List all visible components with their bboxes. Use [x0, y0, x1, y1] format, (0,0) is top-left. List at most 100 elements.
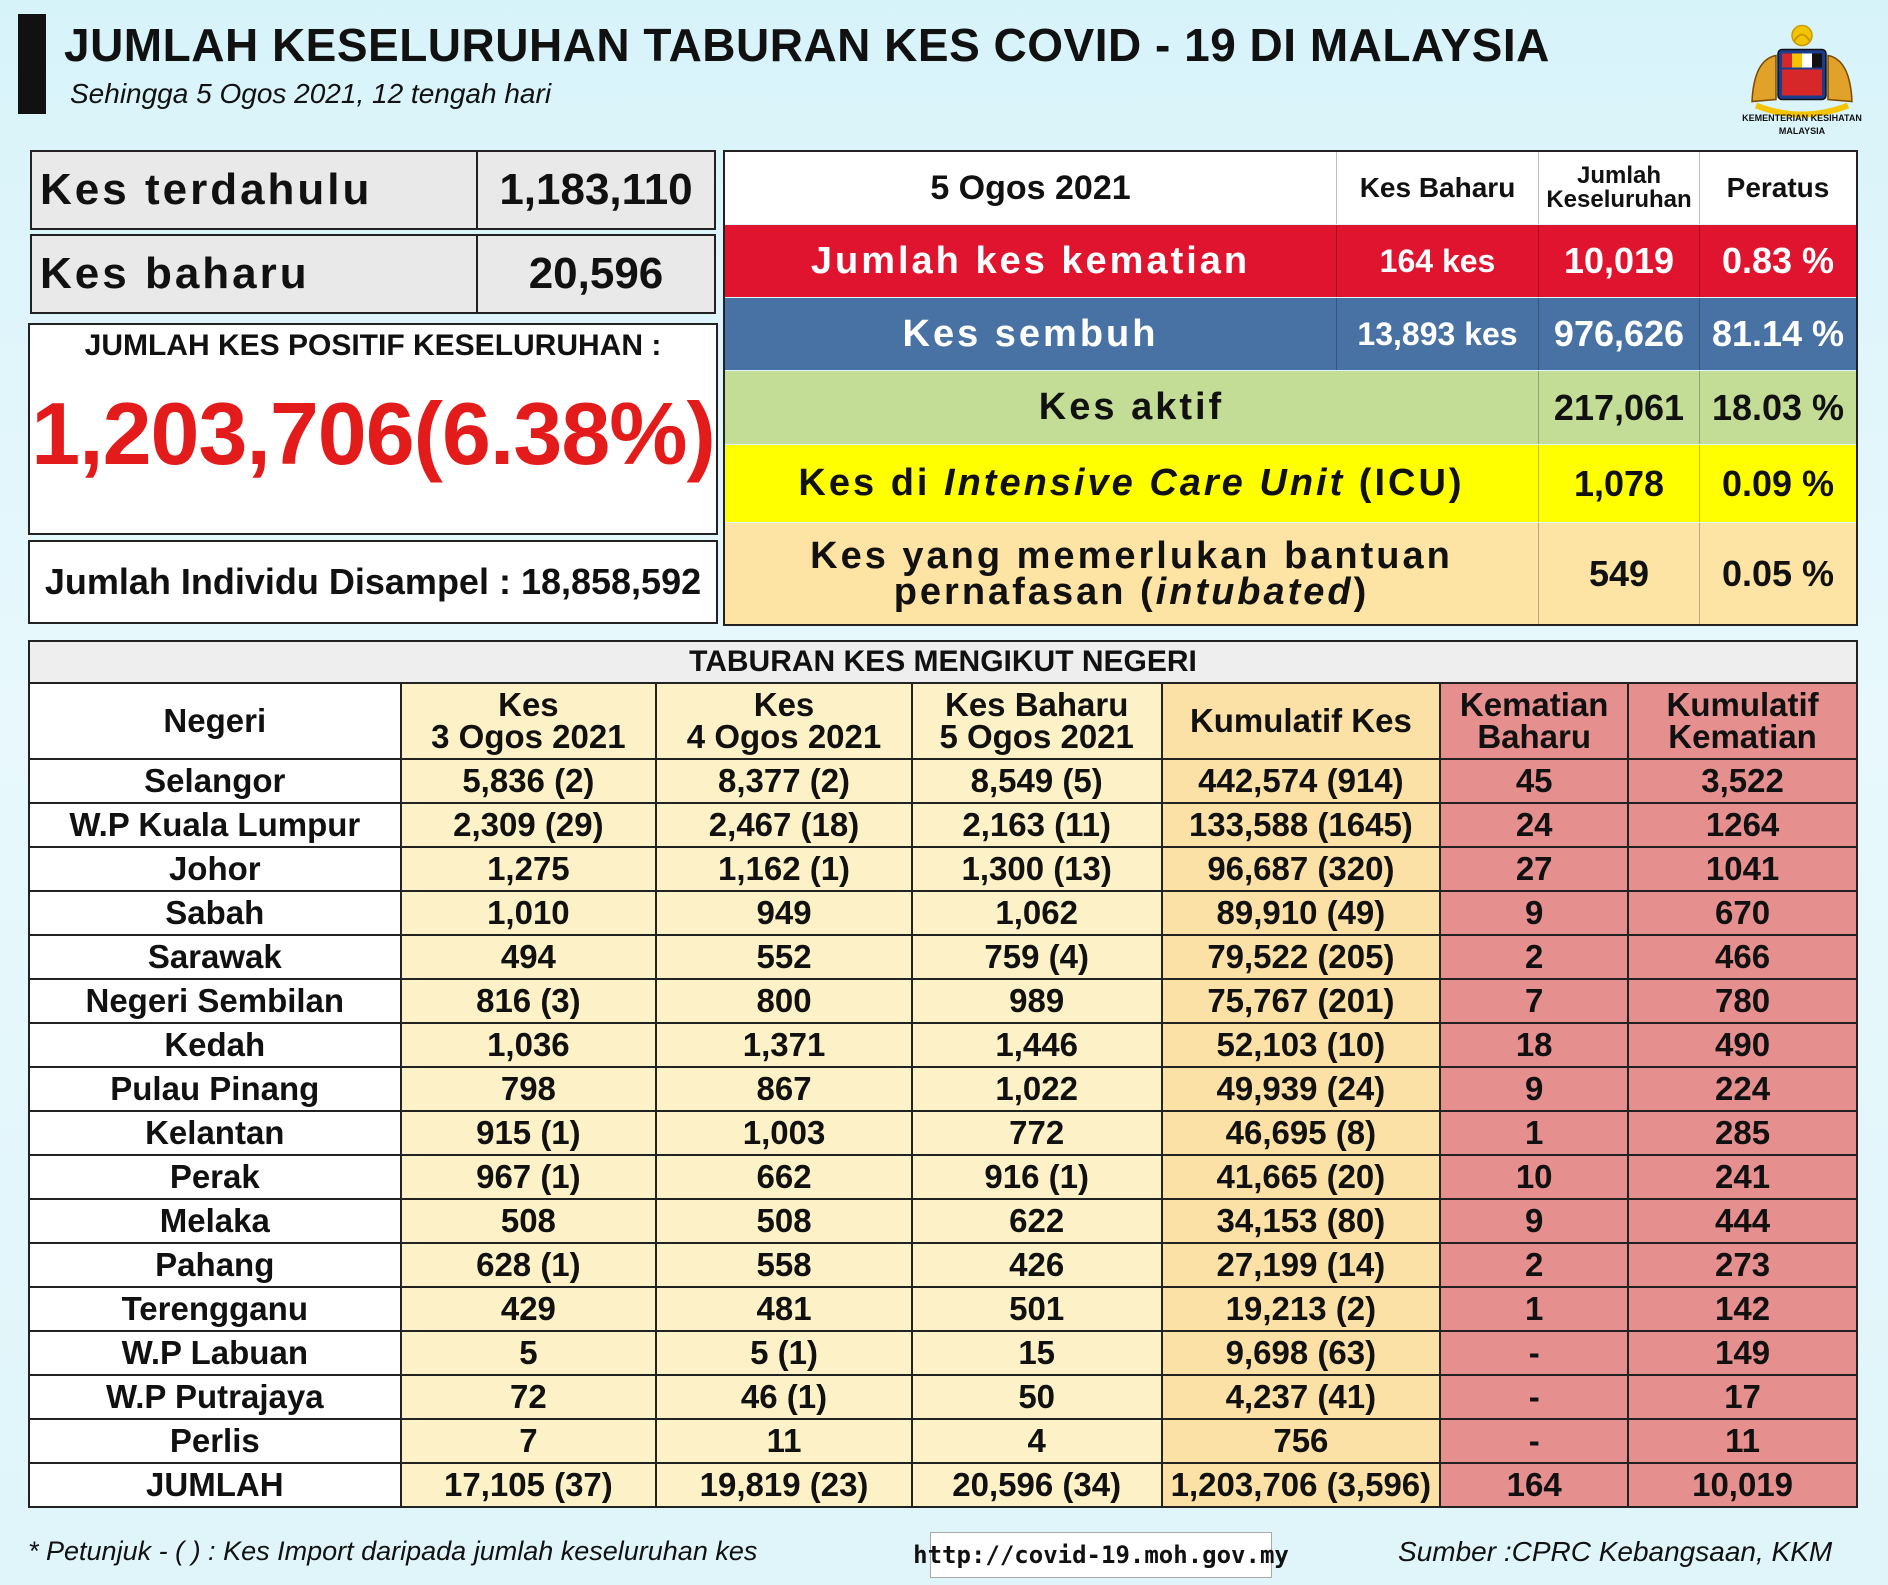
new-deaths: -: [1439, 1330, 1630, 1376]
icu-pct: 0.09 %: [1699, 445, 1856, 522]
new-cases-box: Kes baharu 20,596: [30, 234, 716, 314]
cases-aug4: 800: [655, 978, 913, 1024]
deaths-label: Jumlah kes kematian: [810, 239, 1251, 282]
active-total: 217,061: [1538, 371, 1699, 444]
cumulative-deaths: 273: [1627, 1242, 1858, 1288]
ministry-logo-caption: KEMENTERIAN KESIHATAN MALAYSIA: [1742, 113, 1862, 136]
summary-header-new: Kes Baharu: [1336, 152, 1538, 224]
table-row: Kelantan 915 (1) 1,003 772 46,695 (8) 1 285: [28, 1110, 1858, 1156]
new-deaths: 7: [1439, 978, 1630, 1024]
page-title: JUMLAH KESELURUHAN TABURAN KES COVID - 1…: [64, 19, 1550, 71]
table-row: W.P Labuan 5 5 (1) 15 9,698 (63) -149: [28, 1330, 1858, 1376]
state-name: Sabah: [28, 890, 402, 936]
footer-url-link[interactable]: http://covid-19.moh.gov.my: [913, 1532, 1289, 1578]
new-deaths: 9: [1439, 890, 1630, 936]
cases-aug3: 2,309 (29): [399, 802, 658, 848]
cases-aug4: 558: [655, 1242, 913, 1288]
title-accent-bar: [18, 14, 46, 114]
state-name: Johor: [28, 846, 402, 892]
new-deaths: 2: [1439, 1242, 1630, 1288]
cases-aug5: 2,163 (11): [910, 802, 1163, 848]
cumulative-cases: 442,574 (914): [1160, 758, 1442, 804]
state-name: Pulau Pinang: [28, 1066, 402, 1112]
cases-aug5: 772: [910, 1110, 1163, 1156]
new-deaths: 24: [1439, 802, 1630, 848]
summary-table: 5 Ogos 2021 Kes Baharu Jumlah Keseluruhan…: [723, 150, 1858, 626]
new-deaths: 27: [1439, 846, 1630, 892]
state-name: W.P Kuala Lumpur: [28, 802, 402, 848]
cumulative-cases: 49,939 (24): [1160, 1066, 1442, 1112]
new-deaths: 9: [1439, 1198, 1630, 1244]
cases-aug3: 429: [399, 1286, 658, 1332]
deaths-new: 164 kes: [1336, 225, 1538, 297]
table-row: Pahang 628 (1) 558 426 27,199 (14) 2 273: [28, 1242, 1858, 1288]
cumulative-deaths: 17: [1627, 1374, 1858, 1420]
table-row: Johor 1,275 1,162 (1) 1,300 (13) 96,687 (320…: [28, 846, 1858, 892]
cumulative-cases: 4,237 (41): [1160, 1374, 1442, 1420]
state-name: Selangor: [28, 758, 402, 804]
intubated-row: Kes yang memerlukan bantuan pernafasan (…: [725, 523, 1856, 624]
cases-aug4: 1,162 (1): [655, 846, 913, 892]
cases-aug4: 46 (1): [655, 1374, 913, 1420]
table-row: Perak 967 (1) 662 916 (1) 41,665 (20) 10 241: [28, 1154, 1858, 1200]
recovered-row: Kes sembuh 13,893 kes 976,626 81.14 %: [725, 298, 1856, 370]
total-positive-value: 1,203,706(6.38%): [31, 384, 716, 483]
cumulative-deaths: 780: [1627, 978, 1858, 1024]
active-row: Kes aktif 217,061 18.03 %: [725, 371, 1856, 444]
cases-aug4: 508: [655, 1198, 913, 1244]
cases-aug3: 915 (1): [399, 1110, 658, 1156]
state-name: Perlis: [28, 1418, 402, 1464]
icu-row: Kes di Intensive Care Unit (ICU) 1,078 0…: [725, 445, 1856, 522]
state-name: Kedah: [28, 1022, 402, 1068]
cases-aug3: 628 (1): [399, 1242, 658, 1288]
new-deaths: 1: [1439, 1286, 1630, 1332]
cases-aug4: 11: [655, 1418, 913, 1464]
state-name: Negeri Sembilan: [28, 978, 402, 1024]
new-deaths: 9: [1439, 1066, 1630, 1112]
cases-aug5: 8,549 (5): [910, 758, 1163, 804]
cases-aug5: 622: [910, 1198, 1163, 1244]
ministry-crest-logo: [1751, 24, 1853, 118]
cumulative-deaths: 670: [1627, 890, 1858, 936]
cases-aug5: 501: [910, 1286, 1163, 1332]
new-deaths: 2: [1439, 934, 1630, 980]
cumulative-deaths: 241: [1627, 1154, 1858, 1200]
recovered-total: 976,626: [1538, 298, 1699, 370]
cases-aug4: 1,371: [655, 1022, 913, 1068]
cases-aug3: 1,275: [399, 846, 658, 892]
table-row: W.P Kuala Lumpur 2,309 (29) 2,467 (18) 2,16…: [28, 802, 1858, 848]
state-name: Melaka: [28, 1198, 402, 1244]
cases-aug3: 508: [399, 1198, 658, 1244]
recovered-pct: 81.14 %: [1699, 298, 1856, 370]
cumulative-cases: 756: [1160, 1418, 1442, 1464]
cumulative-cases: 34,153 (80): [1160, 1198, 1442, 1244]
state-table-header-row: Negeri Kes 3 Ogos 2021 Kes 4 Ogos 2021 Kes…: [28, 682, 1858, 760]
new-deaths: -: [1439, 1374, 1630, 1420]
state-name: Terengganu: [28, 1286, 402, 1332]
new-cases-value: 20,596: [528, 249, 664, 298]
footer-note: * Petunjuk - ( ) : Kes Import daripada j…: [28, 1536, 758, 1566]
cases-aug5: 4: [910, 1418, 1163, 1464]
cases-aug3: 967 (1): [399, 1154, 658, 1200]
active-label: Kes aktif: [1038, 386, 1225, 428]
cases-aug4: 19,819 (23): [655, 1462, 913, 1508]
table-row: Pulau Pinang 798 867 1,022 49,939 (24) 9 224: [28, 1066, 1858, 1112]
cases-aug5: 50: [910, 1374, 1163, 1420]
cases-aug3: 798: [399, 1066, 658, 1112]
summary-header-total: Jumlah Keseluruhan: [1538, 152, 1699, 224]
table-row: Terengganu 429 481 501 19,213 (2) 1 142: [28, 1286, 1858, 1332]
table-row: Negeri Sembilan 816 (3) 800 989 75,767 (201)…: [28, 978, 1858, 1024]
state-name: Sarawak: [28, 934, 402, 980]
cases-aug5: 759 (4): [910, 934, 1163, 980]
cases-aug5: 426: [910, 1242, 1163, 1288]
state-table-title: TABURAN KES MENGIKUT NEGERI: [28, 640, 1858, 684]
table-total-row: JUMLAH 17,105 (37) 19,819 (23) 20,596 (34) 1…: [28, 1462, 1858, 1508]
cases-aug5: 1,446: [910, 1022, 1163, 1068]
cases-aug3: 1,010: [399, 890, 658, 936]
cases-aug3: 17,105 (37): [399, 1462, 658, 1508]
cases-aug4: 867: [655, 1066, 913, 1112]
cases-aug5: 989: [910, 978, 1163, 1024]
cumulative-deaths: 10,019: [1627, 1462, 1858, 1508]
header-aug5: Kes Baharu 5 Ogos 2021: [910, 682, 1163, 760]
cases-aug4: 481: [655, 1286, 913, 1332]
